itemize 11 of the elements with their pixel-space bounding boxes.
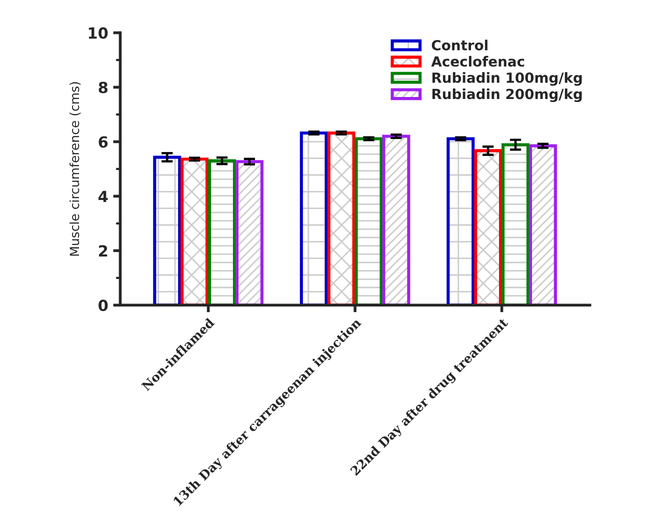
legend-label: Rubiadin 200mg/kg (432, 88, 582, 102)
y-tick-label: 8 (98, 82, 108, 94)
y-tick-label: 2 (99, 245, 108, 256)
legend-label: Rubiadin 100mg/kg (432, 72, 582, 86)
y-tick-label: 4 (98, 190, 108, 202)
y-tick-label: 10 (88, 27, 108, 39)
y-tick-label: 6 (98, 136, 108, 148)
legend-label: Control (432, 40, 488, 50)
legend-label: Aceclofenac (431, 56, 524, 67)
y-axis-title: Muscle circumference (cms) (70, 82, 81, 256)
y-tick-label: 0 (98, 300, 108, 312)
